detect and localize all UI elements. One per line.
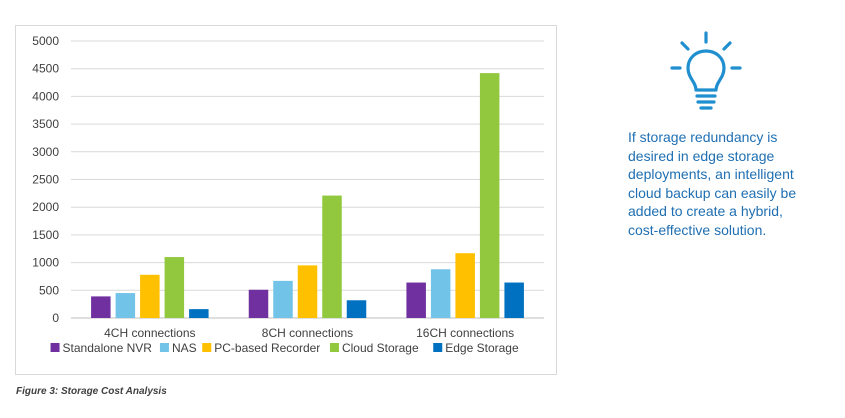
legend: Standalone NVR NAS PC-based Recorder Cloud … — [50, 341, 519, 355]
chart-area: 0 500 1000 1500 2000 2500 3000 3500 4000 4500 5000… — [15, 25, 557, 375]
bar-cloud-storage — [479, 73, 500, 318]
y-tick-label: 5000 — [32, 34, 59, 48]
y-tick-label: 1000 — [32, 256, 59, 270]
y-tick-label: 2500 — [32, 173, 59, 187]
legend-label: Edge Storage — [445, 341, 519, 355]
bar-pc-based-recorder — [140, 274, 160, 318]
bars — [91, 73, 524, 318]
bar-chart: 0 500 1000 1500 2000 2500 3000 3500 4000 4500 5000… — [32, 34, 544, 355]
y-tick-label: 2000 — [32, 200, 59, 214]
legend-label: PC-based Recorder — [214, 341, 320, 355]
legend-label: Standalone NVR — [63, 341, 153, 355]
bar-cloud-storage — [164, 257, 185, 318]
legend-swatch — [50, 343, 60, 352]
x-category-label: 4CH connections — [104, 326, 195, 340]
bar-pc-based-recorder — [455, 253, 475, 318]
legend-swatch — [202, 343, 212, 352]
figure-caption: Figure 3: Storage Cost Analysis — [16, 386, 167, 397]
y-tick-label: 500 — [39, 283, 59, 297]
tip-callout: If storage redundancy is desired in edge… — [620, 28, 820, 288]
y-tick-label: 0 — [52, 311, 59, 325]
x-axis-categories: 4CH connections 8CH connections 16CH conne… — [104, 326, 514, 340]
x-category-label: 16CH connections — [416, 326, 514, 340]
bar-standalone-nvr — [406, 282, 426, 318]
lightbulb-icon — [670, 31, 742, 110]
legend-label: NAS — [172, 341, 197, 355]
y-tick-label: 3000 — [32, 145, 59, 159]
legend-label: Cloud Storage — [342, 341, 419, 355]
bar-nas — [273, 280, 293, 318]
legend-swatch — [433, 343, 443, 352]
y-tick-label: 4500 — [32, 62, 59, 76]
legend-swatch — [159, 343, 169, 352]
y-tick-label: 3500 — [32, 117, 59, 131]
y-axis-ticks: 0 500 1000 1500 2000 2500 3000 3500 4000 4500 5000 — [32, 34, 59, 325]
y-tick-label: 4000 — [32, 89, 59, 103]
y-tick-label: 1500 — [32, 228, 59, 242]
legend-swatch — [329, 343, 339, 352]
bar-edge-storage — [504, 282, 524, 318]
bar-cloud-storage — [322, 195, 342, 318]
bar-nas — [430, 269, 451, 318]
bar-edge-storage — [189, 309, 209, 318]
bar-standalone-nvr — [91, 296, 111, 318]
x-category-label: 8CH connections — [262, 326, 353, 340]
bar-pc-based-recorder — [297, 265, 318, 318]
tip-text: If storage redundancy is desired in edge… — [628, 129, 797, 238]
bar-standalone-nvr — [248, 289, 269, 318]
bar-edge-storage — [346, 300, 367, 318]
bar-nas — [115, 293, 136, 318]
